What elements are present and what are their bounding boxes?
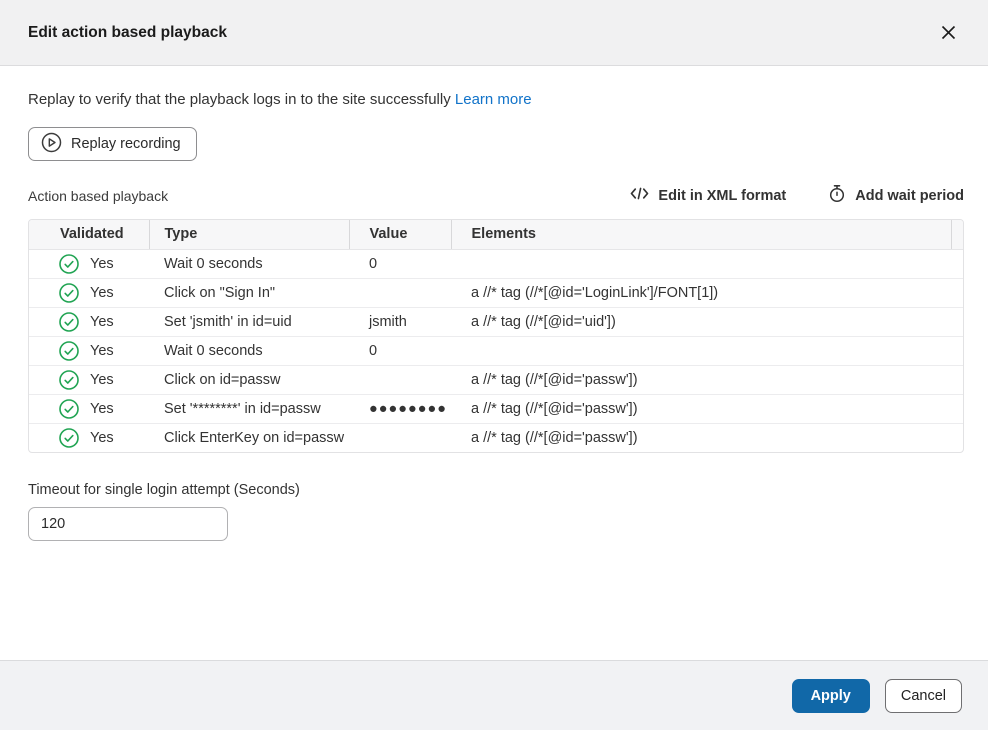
edit-in-xml-label: Edit in XML format — [658, 187, 787, 204]
table-row[interactable]: Yes Set 'jsmith' in id=uid jsmith a //* tag… — [29, 306, 963, 336]
intro-text: Replay to verify that the playback logs … — [28, 90, 964, 110]
validated-value: Yes — [90, 255, 114, 272]
table-row[interactable]: Yes Click on "Sign In" a //* tag (//*[@id=… — [29, 277, 963, 307]
value-value: ●●●●●●●● — [349, 393, 451, 423]
value-value — [349, 364, 451, 394]
dialog-title: Edit action based playback — [28, 23, 227, 41]
add-wait-period-label: Add wait period — [855, 187, 964, 204]
apply-button[interactable]: Apply — [791, 678, 870, 713]
dialog-footer: Apply Cancel — [0, 660, 988, 730]
type-value: Set 'jsmith' in id=uid — [149, 306, 349, 336]
check-circle-icon — [58, 340, 80, 362]
value-value: jsmith — [349, 306, 451, 336]
elements-value — [451, 249, 951, 278]
elements-value: a //* tag (//*[@id='LoginLink']/FONT[1]) — [451, 277, 951, 307]
add-wait-period-button[interactable]: Add wait period — [828, 184, 964, 207]
check-circle-icon — [58, 311, 80, 333]
section-label: Action based playback — [28, 187, 169, 204]
table-row[interactable]: Yes Set '********' in id=passw ●●●●●●●● a /… — [29, 393, 963, 423]
validated-value: Yes — [90, 313, 114, 330]
validated-value: Yes — [90, 284, 114, 301]
validated-value: Yes — [90, 400, 114, 417]
replay-recording-label: Replay recording — [71, 136, 181, 152]
column-header-type: Type — [148, 220, 349, 250]
check-circle-icon — [58, 282, 80, 304]
code-icon — [630, 186, 649, 205]
type-value: Click EnterKey on id=passw — [149, 422, 349, 452]
replay-recording-button[interactable]: Replay recording — [28, 127, 197, 161]
elements-value: a //* tag (//*[@id='passw']) — [451, 364, 951, 394]
elements-value: a //* tag (//*[@id='passw']) — [451, 393, 951, 423]
value-value — [349, 422, 451, 452]
type-value: Click on "Sign In" — [149, 277, 349, 307]
value-value — [349, 277, 451, 307]
table-row[interactable]: Yes Wait 0 seconds 0 — [29, 249, 963, 278]
type-value: Wait 0 seconds — [164, 255, 263, 272]
elements-value — [451, 335, 951, 365]
table-row[interactable]: Yes Wait 0 seconds 0 — [29, 335, 963, 365]
intro-message: Replay to verify that the playback logs … — [28, 91, 451, 108]
stopwatch-icon — [828, 184, 846, 207]
type-value: Set '********' in id=passw — [149, 393, 349, 423]
column-header-validated: Validated — [29, 220, 149, 250]
column-header-value: Value — [348, 220, 451, 250]
table-row[interactable]: Yes Click EnterKey on id=passw a //* tag (… — [29, 422, 963, 452]
validated-value: Yes — [90, 342, 114, 359]
dialog-body: Replay to verify that the playback logs … — [0, 66, 988, 660]
dialog-header: Edit action based playback — [0, 0, 988, 66]
validated-value: Yes — [90, 429, 114, 446]
close-button[interactable] — [934, 19, 962, 47]
close-icon — [940, 24, 957, 41]
table-header-row: Validated Type Value Elements — [29, 220, 963, 250]
type-value: Wait 0 seconds — [149, 335, 349, 365]
playback-steps-table: Validated Type Value Elements Yes Wait 0 … — [28, 219, 964, 453]
timeout-label: Timeout for single login attempt (Second… — [28, 482, 300, 498]
table-row[interactable]: Yes Click on id=passw a //* tag (//*[@id='… — [29, 364, 963, 394]
check-circle-icon — [58, 427, 80, 449]
elements-value: a //* tag (//*[@id='uid']) — [451, 306, 951, 336]
learn-more-link[interactable]: Learn more — [454, 91, 532, 108]
value-value: 0 — [369, 255, 378, 272]
validated-value: Yes — [90, 371, 114, 388]
elements-value: a //* tag (//*[@id='passw']) — [451, 422, 951, 452]
column-header-elements: Elements — [450, 220, 951, 250]
value-value: 0 — [349, 335, 451, 365]
check-circle-icon — [58, 253, 80, 275]
check-circle-icon — [58, 398, 80, 420]
column-header-spacer — [950, 220, 963, 250]
play-circle-icon — [41, 132, 62, 157]
cancel-button[interactable]: Cancel — [884, 678, 962, 713]
check-circle-icon — [58, 369, 80, 391]
type-value: Click on id=passw — [149, 364, 349, 394]
timeout-input[interactable] — [28, 507, 228, 541]
section-bar: Action based playback Edit in XML format — [28, 184, 964, 207]
edit-in-xml-button[interactable]: Edit in XML format — [630, 186, 786, 205]
